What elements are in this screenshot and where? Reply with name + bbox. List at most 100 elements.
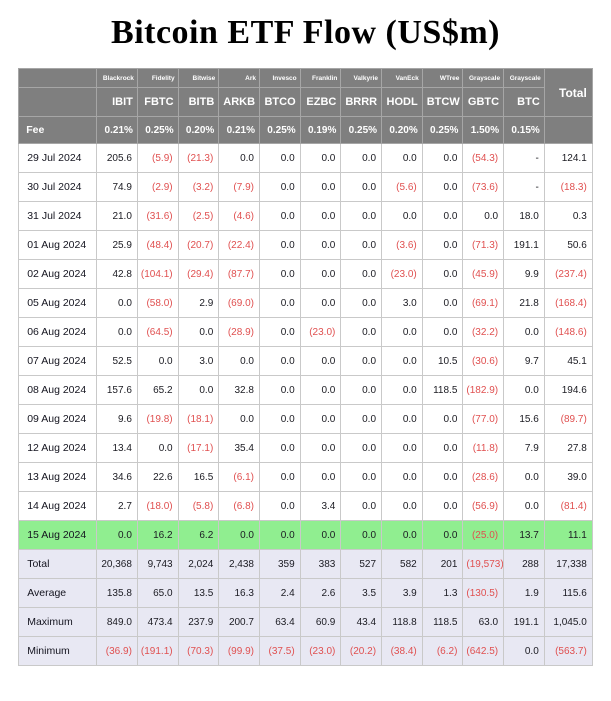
flow-value: 11.1 — [543, 520, 593, 550]
flow-value: 0.0 — [299, 259, 342, 289]
flow-value: 0.0 — [136, 433, 179, 463]
flow-value: 13.7 — [503, 520, 545, 550]
summary-value: 849.0 — [96, 607, 138, 637]
flow-value: 0.0 — [177, 375, 220, 405]
date-cell: 14 Aug 2024 — [18, 491, 98, 521]
summary-value: 13.5 — [177, 578, 220, 608]
summary-value: 383 — [299, 549, 342, 579]
flow-value: (73.6) — [462, 172, 505, 202]
flow-value: (182.9) — [462, 375, 505, 405]
flow-value: - — [503, 143, 545, 173]
flow-value: (18.1) — [177, 404, 220, 434]
flow-value: 52.5 — [96, 346, 138, 376]
flow-value: 0.0 — [96, 520, 138, 550]
issuer-header: Ark — [218, 68, 260, 88]
summary-row: Maximum 849.0 473.4 237.9 200.7 63.4 60.9 43.4 1… — [18, 607, 593, 637]
flow-value: 7.9 — [503, 433, 545, 463]
flow-value: (81.4) — [543, 491, 593, 521]
flow-value: (5.6) — [381, 172, 423, 202]
summary-value: (6.2) — [421, 636, 464, 666]
flow-value: 0.0 — [218, 520, 260, 550]
date-cell: 02 Aug 2024 — [18, 259, 98, 289]
flow-value: 0.0 — [299, 433, 342, 463]
summary-value: 60.9 — [299, 607, 342, 637]
flow-value: 0.0 — [381, 346, 423, 376]
flow-value: 0.0 — [299, 172, 342, 202]
flow-value: 0.0 — [258, 230, 301, 260]
flow-value: (5.9) — [136, 143, 179, 173]
flow-value: (89.7) — [543, 404, 593, 434]
summary-value: 237.9 — [177, 607, 220, 637]
date-cell: 12 Aug 2024 — [18, 433, 98, 463]
flow-value: 2.7 — [96, 491, 138, 521]
summary-value: 0.0 — [503, 636, 545, 666]
flow-value: 0.0 — [340, 317, 383, 347]
flow-value: 18.0 — [503, 201, 545, 231]
flow-value: 0.0 — [503, 317, 545, 347]
date-cell: 08 Aug 2024 — [18, 375, 98, 405]
issuer-header: Grayscale — [462, 68, 505, 88]
flow-value: (87.7) — [218, 259, 260, 289]
flow-value: (18.0) — [136, 491, 179, 521]
flow-value: 0.0 — [421, 491, 464, 521]
flow-value: (3.2) — [177, 172, 220, 202]
flow-value: 0.0 — [96, 317, 138, 347]
flow-value: 0.0 — [299, 230, 342, 260]
summary-label: Total — [18, 549, 98, 579]
flow-value: 0.0 — [421, 172, 464, 202]
flow-value: (19.8) — [136, 404, 179, 434]
summary-value: (38.4) — [381, 636, 423, 666]
flow-value: 0.0 — [421, 433, 464, 463]
summary-value: (20.2) — [340, 636, 383, 666]
flow-value: 0.0 — [340, 230, 383, 260]
flow-value: 0.0 — [503, 491, 545, 521]
summary-label: Average — [18, 578, 98, 608]
summary-value: 191.1 — [503, 607, 545, 637]
flow-value: 0.3 — [543, 201, 593, 231]
data-row: 02 Aug 2024 42.8 (104.1) (29.4) (87.7) 0.0 0.0… — [18, 259, 593, 289]
flow-value: (2.9) — [136, 172, 179, 202]
fee-value: 0.21% — [218, 116, 260, 144]
flow-value: 191.1 — [503, 230, 545, 260]
date-cell: 13 Aug 2024 — [18, 462, 98, 492]
flow-value: 118.5 — [421, 375, 464, 405]
flow-value: 0.0 — [421, 230, 464, 260]
fee-value: 1.50% — [462, 116, 505, 144]
flow-value: - — [503, 172, 545, 202]
flow-value: 0.0 — [421, 143, 464, 173]
fee-value: 0.25% — [340, 116, 383, 144]
flow-value: 50.6 — [543, 230, 593, 260]
summary-value: (563.7) — [543, 636, 593, 666]
summary-value: 582 — [381, 549, 423, 579]
summary-value: 3.5 — [340, 578, 383, 608]
flow-value: 45.1 — [543, 346, 593, 376]
flow-value: (64.5) — [136, 317, 179, 347]
flow-value: 34.6 — [96, 462, 138, 492]
flow-value: 0.0 — [218, 143, 260, 173]
fee-value: 0.21% — [96, 116, 138, 144]
summary-label: Maximum — [18, 607, 98, 637]
flow-value: 0.0 — [299, 404, 342, 434]
ticker-header: FBTC — [136, 87, 179, 117]
ticker-header: ARKB — [218, 87, 260, 117]
flow-value: 0.0 — [258, 317, 301, 347]
flow-value: 0.0 — [340, 433, 383, 463]
date-cell: 30 Jul 2024 — [18, 172, 98, 202]
summary-row: Minimum (36.9) (191.1) (70.3) (99.9) (37.5) (2… — [18, 636, 593, 666]
data-row: 30 Jul 2024 74.9 (2.9) (3.2) (7.9) 0.0 0.0 0.0(… — [18, 172, 593, 202]
flow-value: 21.8 — [503, 288, 545, 318]
flow-value: (17.1) — [177, 433, 220, 463]
data-row: 06 Aug 2024 0.0 (64.5) 0.0 (28.9) 0.0 (23.0) 0.… — [18, 317, 593, 347]
summary-value: (642.5) — [462, 636, 505, 666]
issuer-header: Invesco — [258, 68, 301, 88]
fee-row: Fee 0.21% 0.25% 0.20% 0.21% 0.25% 0.19% 0.25% 0.… — [18, 116, 593, 144]
summary-value: 201 — [421, 549, 464, 579]
data-row: 01 Aug 2024 25.9 (48.4) (20.7) (22.4) 0.0 0.0 0… — [18, 230, 593, 260]
flow-value: 0.0 — [299, 462, 342, 492]
flow-value: (71.3) — [462, 230, 505, 260]
flow-value: 9.9 — [503, 259, 545, 289]
flow-value: (148.6) — [543, 317, 593, 347]
flow-value: 194.6 — [543, 375, 593, 405]
flow-value: (45.9) — [462, 259, 505, 289]
